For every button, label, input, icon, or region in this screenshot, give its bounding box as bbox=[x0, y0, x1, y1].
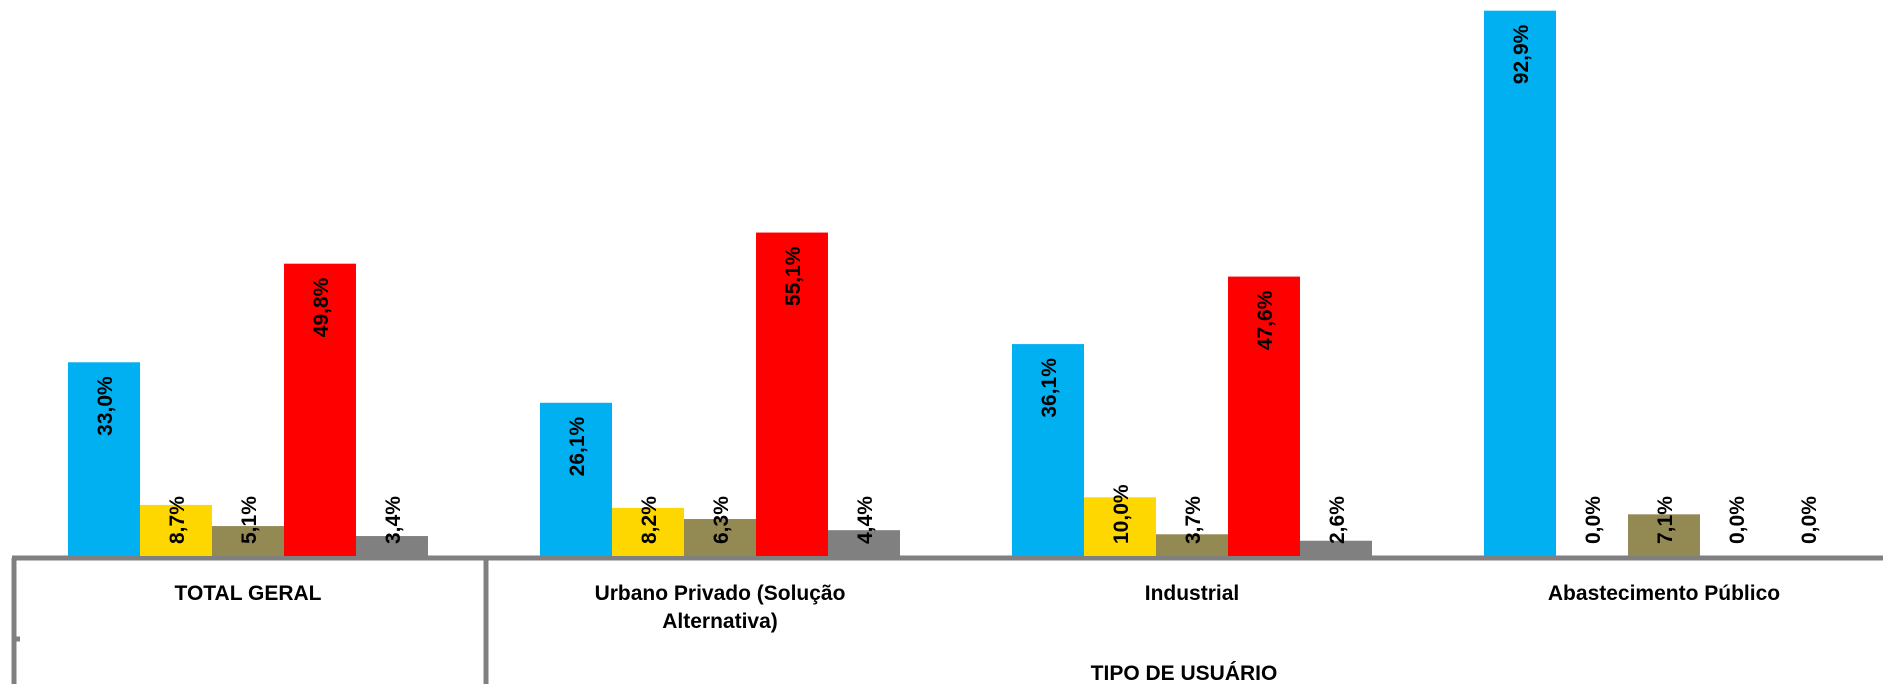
data-label: 47,6% bbox=[1254, 290, 1277, 350]
data-label: 8,2% bbox=[638, 496, 661, 544]
bar bbox=[1012, 344, 1084, 556]
data-label: 5,1% bbox=[238, 496, 261, 544]
data-label: 7,1% bbox=[1654, 496, 1677, 544]
bar bbox=[1228, 276, 1300, 556]
bar bbox=[612, 507, 684, 556]
x-tick-label: Abastecimento Público bbox=[1548, 582, 1780, 605]
data-label: 3,7% bbox=[1182, 496, 1205, 544]
x-tick-label: TOTAL GERAL bbox=[175, 582, 322, 605]
data-label: 4,4% bbox=[854, 496, 877, 544]
data-label: 0,0% bbox=[1726, 496, 1749, 544]
bar bbox=[1484, 10, 1556, 556]
bar bbox=[284, 263, 356, 556]
x-tick-label: Industrial bbox=[1145, 582, 1240, 605]
bar bbox=[68, 362, 140, 556]
bar bbox=[540, 402, 612, 556]
data-label: 55,1% bbox=[782, 246, 805, 306]
data-label: 26,1% bbox=[566, 416, 589, 476]
bar bbox=[1084, 497, 1156, 556]
data-label: 3,4% bbox=[382, 496, 405, 544]
bar bbox=[684, 519, 756, 556]
bar bbox=[140, 504, 212, 556]
data-label: 10,0% bbox=[1110, 484, 1133, 544]
data-label: 0,0% bbox=[1582, 496, 1605, 544]
data-label: 2,6% bbox=[1326, 496, 1349, 544]
data-label: 49,8% bbox=[310, 277, 333, 337]
data-label: 36,1% bbox=[1038, 358, 1061, 418]
bar bbox=[356, 536, 428, 556]
data-label: 8,7% bbox=[166, 496, 189, 544]
bar bbox=[1628, 514, 1700, 556]
data-label: 0,0% bbox=[1798, 496, 1821, 544]
data-label: 92,9% bbox=[1510, 24, 1533, 84]
bar bbox=[1156, 534, 1228, 556]
x-axis-label: TIPO DE USUÁRIO bbox=[1091, 662, 1278, 684]
data-label: 6,3% bbox=[710, 496, 733, 544]
bar bbox=[756, 232, 828, 557]
bar bbox=[212, 526, 284, 556]
x-tick-label: Urbano Privado (Solução Alternativa) bbox=[595, 582, 846, 633]
data-label: 33,0% bbox=[94, 376, 117, 436]
bar bbox=[828, 530, 900, 556]
bar bbox=[1300, 540, 1372, 556]
